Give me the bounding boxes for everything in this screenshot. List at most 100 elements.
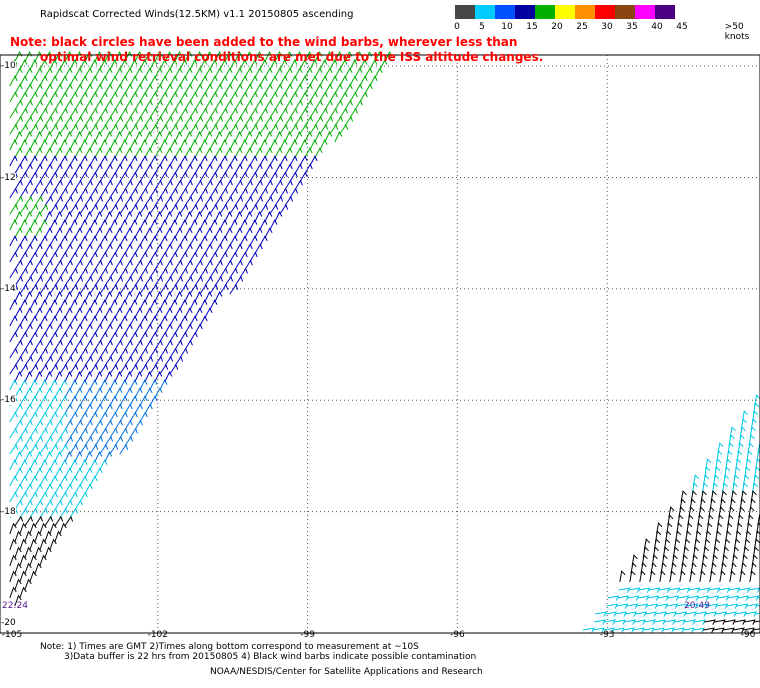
wind-barb: [658, 587, 671, 593]
wind-barb: [239, 123, 249, 135]
wind-barb: [84, 323, 93, 335]
wind-barb: [648, 587, 661, 593]
wind-barb: [124, 435, 134, 447]
wind-barb: [49, 443, 59, 455]
wind-barb: [715, 611, 727, 617]
wind-barb: [667, 595, 680, 601]
wind-barb: [104, 387, 113, 399]
wind-barb: [279, 203, 289, 215]
wind-barb: [294, 83, 303, 95]
wind-barb: [682, 627, 695, 633]
wind-barb: [199, 107, 208, 119]
wind-barb: [24, 419, 33, 431]
wind-barb: [114, 419, 123, 431]
wind-barb: [69, 507, 78, 519]
wind-barb: [289, 123, 299, 135]
wind-barb: [34, 83, 43, 95]
wind-barb: [34, 562, 42, 575]
wind-barb: [154, 130, 163, 143]
wind-barb: [219, 187, 228, 199]
wind-barb: [79, 235, 88, 247]
wind-barb: [139, 251, 148, 263]
wind-barb: [74, 227, 83, 239]
wind-barb: [264, 163, 273, 175]
wind-barb: [169, 331, 178, 343]
wind-barb: [49, 235, 58, 247]
wind-barb: [747, 442, 754, 455]
wind-barb: [39, 459, 48, 471]
wind-barb: [54, 83, 63, 95]
wind-barb: [144, 227, 153, 239]
wind-barb: [339, 59, 348, 71]
wind-barb: [741, 410, 749, 423]
wind-barb: [204, 163, 213, 175]
wind-barb: [179, 91, 188, 103]
wind-barb: [119, 75, 128, 87]
wind-barb: [59, 491, 68, 503]
wind-barb: [334, 83, 343, 95]
wind-barb: [259, 139, 268, 151]
wind-barb: [695, 611, 707, 617]
wind-barb: [269, 171, 278, 183]
wind-barb: [154, 355, 164, 367]
wind-barb: [319, 59, 328, 71]
wind-barb: [64, 227, 73, 239]
wind-barb: [114, 67, 123, 79]
wind-barb: [134, 83, 143, 95]
wind-barb: [169, 75, 178, 87]
wind-barb: [139, 107, 148, 119]
wind-barb: [24, 370, 33, 383]
wind-barb: [747, 595, 760, 601]
wind-barb: [54, 355, 64, 367]
wind-barb: [159, 219, 168, 231]
wind-barb: [24, 499, 33, 511]
wind-barb: [49, 155, 58, 167]
wind-barb: [114, 370, 123, 383]
wind-barb: [746, 603, 759, 609]
wind-barb: [109, 363, 119, 375]
wind-barb: [204, 67, 213, 79]
wind-barb: [199, 203, 209, 215]
wind-barb: [244, 163, 253, 175]
wind-barb: [284, 163, 293, 175]
wind-barb: [59, 187, 68, 199]
wind-barb: [159, 139, 168, 151]
wind-barb: [274, 67, 283, 79]
wind-barb: [94, 323, 103, 335]
wind-barb: [104, 275, 114, 287]
wind-barb: [104, 450, 113, 463]
wind-barb: [99, 59, 108, 71]
wind-barb: [229, 187, 238, 199]
colorbar-swatch: [455, 5, 475, 19]
wind-barb: [344, 83, 353, 95]
wind-barb: [64, 290, 73, 303]
wind-barb: [19, 187, 28, 199]
wind-barb: [174, 339, 183, 351]
wind-barb: [44, 67, 53, 79]
wind-barb: [49, 363, 59, 375]
wind-barb: [64, 130, 73, 143]
wind-barb: [14, 450, 23, 463]
wind-barb: [44, 387, 53, 399]
wind-barb: [64, 419, 73, 431]
wind-barb: [279, 123, 289, 135]
wind-barb: [69, 347, 78, 359]
wind-barb: [24, 467, 33, 479]
wind-barb: [44, 499, 53, 511]
wind-barb: [44, 115, 54, 127]
wind-barb: [39, 411, 48, 423]
wind-barb: [722, 627, 735, 633]
wind-barb: [159, 379, 168, 391]
colorbar-label: 0: [454, 22, 460, 32]
wind-barb: [39, 363, 49, 375]
wind-barb: [89, 171, 98, 183]
wind-barb: [689, 570, 696, 583]
wind-barb: [164, 259, 173, 271]
wind-barb: [69, 219, 78, 231]
wind-barb: [34, 499, 43, 511]
wind-barb: [234, 243, 243, 255]
wind-barb: [39, 347, 48, 359]
wind-barb: [79, 267, 88, 279]
wind-barbs: [9, 50, 760, 633]
wind-barb: [244, 115, 254, 127]
